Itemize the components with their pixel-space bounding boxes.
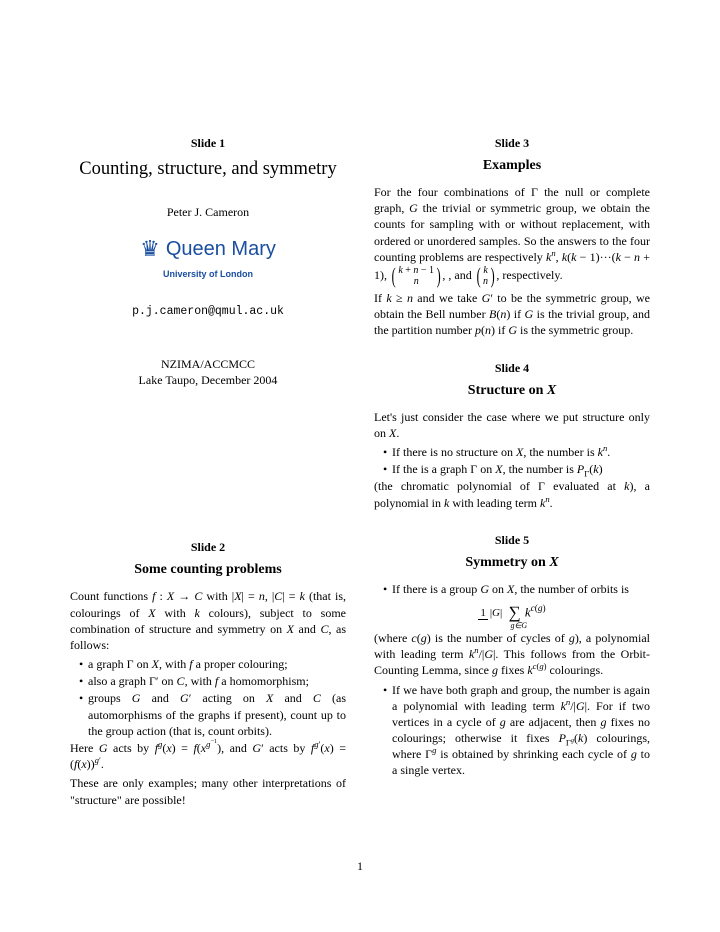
slide3-title: Examples	[374, 157, 650, 176]
slide4-label: Slide 4	[374, 360, 650, 376]
page: Slide 1 Counting, structure, and symmetr…	[0, 0, 720, 841]
slide5-title: Symmetry on X	[374, 554, 650, 573]
email: p.j.cameron@qmul.ac.uk	[70, 304, 346, 320]
slide5-p1: (where c(g) is the number of cycles of g…	[374, 630, 650, 679]
slide4-p1: Let's just consider the case where we pu…	[374, 409, 650, 441]
slide4-b1: If there is no structure on X, the numbe…	[374, 444, 650, 460]
slide2-bullet2: also a graph Γ′ on C, with f a homomorph…	[70, 673, 346, 689]
author: Peter J. Cameron	[70, 204, 346, 220]
slide4-b2: If the is a graph Γ on X, the number is …	[374, 461, 650, 477]
binom1: (k + n − 1n)	[390, 265, 442, 287]
venue-line2: Lake Taupo, December 2004	[139, 373, 278, 387]
slide2-title: Some counting problems	[70, 561, 346, 580]
slide2-p2: Here G acts by fg(x) = f(xg−1), and G′ a…	[70, 740, 346, 772]
slide2-p1: Count functions f : X → C with |X| = n, …	[70, 588, 346, 653]
venue: NZIMA/ACCMCC Lake Taupo, December 2004	[70, 356, 346, 390]
slide2-bullet3: groups G and G′ acting on X and C (as au…	[70, 690, 346, 739]
logo-subtitle: University of London	[70, 268, 346, 280]
crown-icon: ♛	[140, 234, 160, 264]
slide3-label: Slide 3	[374, 135, 650, 151]
logo-text: Queen Mary	[166, 236, 276, 263]
right-column: Slide 3 Examples For the four combinatio…	[374, 135, 650, 811]
slide1-title: Counting, structure, and symmetry	[70, 157, 346, 182]
spacer	[70, 389, 346, 539]
qm-logo: ♛ Queen Mary	[70, 234, 346, 264]
venue-line1: NZIMA/ACCMCC	[161, 357, 255, 371]
slide3-p2: If k ≥ n and we take G′ to be the symmet…	[374, 290, 650, 339]
slide1-label: Slide 1	[70, 135, 346, 151]
slide2-p3: These are only examples; many other inte…	[70, 775, 346, 807]
slide2-bullet1: a graph Γ on X, with f a proper colourin…	[70, 656, 346, 672]
page-number: 1	[0, 859, 720, 874]
slide5-b2: If we have both graph and group, the num…	[374, 682, 650, 779]
binom2: (kn)	[475, 265, 497, 287]
slide5-label: Slide 5	[374, 532, 650, 548]
orbit-formula: 1|G| ∑g∈G kc(g)	[374, 602, 650, 625]
left-column: Slide 1 Counting, structure, and symmetr…	[70, 135, 346, 811]
slide4-p2: (the chromatic polynomial of Γ evaluated…	[374, 478, 650, 510]
slide5-b1: If there is a group G on X, the number o…	[374, 581, 650, 597]
slide3-p1: For the four combinations of Γ the null …	[374, 184, 650, 287]
slide4-title: Structure on X	[374, 382, 650, 401]
slide2-label: Slide 2	[70, 539, 346, 555]
